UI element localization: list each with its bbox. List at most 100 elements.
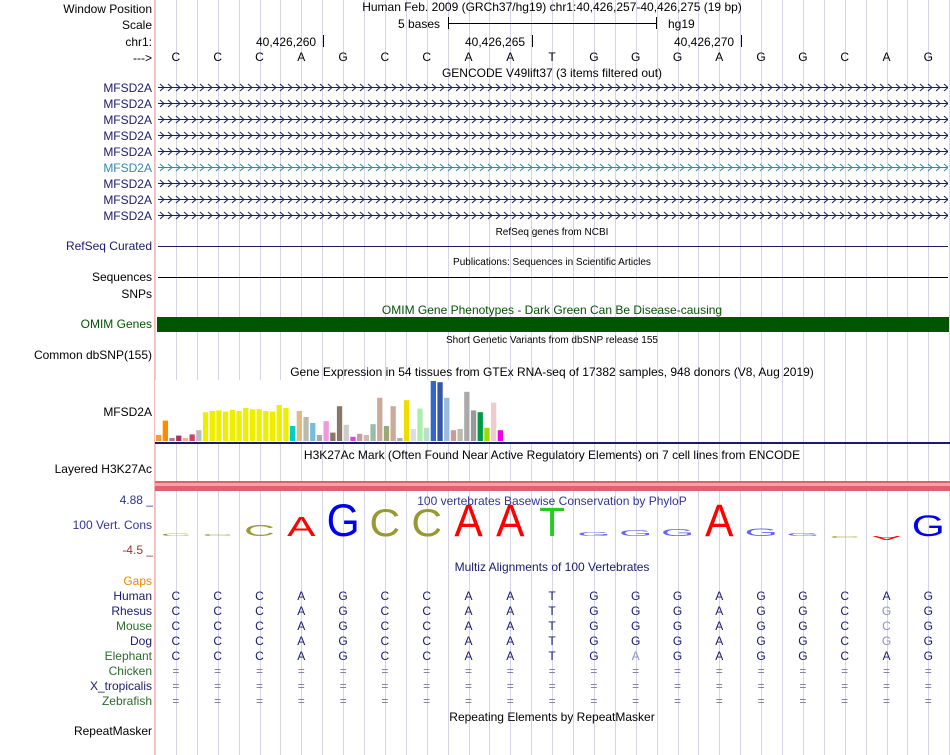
- gtex-tissue-bar[interactable]: [169, 438, 175, 441]
- gencode-item-label[interactable]: MFSD2A: [103, 177, 152, 191]
- h3k27ac-track-label[interactable]: Layered H3K27Ac: [54, 462, 152, 476]
- gencode-item-label[interactable]: MFSD2A: [103, 161, 152, 175]
- gtex-tissue-bar[interactable]: [403, 400, 410, 441]
- gtex-tissue-bar[interactable]: [491, 402, 497, 441]
- h3k27ac-signal-bar[interactable]: [155, 481, 950, 491]
- gtex-track-label[interactable]: MFSD2A: [103, 405, 152, 419]
- gtex-tissue-bar[interactable]: [350, 436, 356, 441]
- refseq-track-line[interactable]: [158, 246, 948, 247]
- dbsnp-track-title[interactable]: Short Genetic Variants from dbSNP releas…: [446, 335, 658, 346]
- gtex-tissue-bar[interactable]: [477, 412, 483, 441]
- gtex-tissue-bar[interactable]: [424, 427, 430, 441]
- gtex-tissue-bar[interactable]: [316, 435, 323, 441]
- multiz-track-title[interactable]: Multiz Alignments of 100 Vertebrates: [454, 560, 650, 574]
- gtex-tissue-bar[interactable]: [243, 408, 249, 441]
- gtex-tissue-bar[interactable]: [236, 411, 242, 441]
- species-label[interactable]: Dog: [129, 634, 152, 648]
- gencode-item-label[interactable]: MFSD2A: [103, 129, 152, 143]
- snps-label[interactable]: SNPs: [121, 287, 152, 301]
- gencode-transcript[interactable]: [158, 115, 948, 124]
- gencode-transcript[interactable]: [158, 163, 948, 172]
- gtex-tissue-bar[interactable]: [296, 411, 302, 441]
- gencode-transcript[interactable]: [158, 99, 948, 108]
- gtex-tissue-bar[interactable]: [249, 409, 256, 441]
- refseq-track-label[interactable]: RefSeq Curated: [65, 239, 152, 253]
- gtex-tissue-bar[interactable]: [189, 434, 195, 441]
- gencode-item-label[interactable]: MFSD2A: [103, 209, 152, 223]
- gtex-tissue-bar[interactable]: [484, 427, 490, 441]
- refseq-track-title[interactable]: RefSeq genes from NCBI: [495, 227, 609, 238]
- gtex-tissue-bar[interactable]: [343, 424, 349, 441]
- species-label[interactable]: Zebrafish: [101, 694, 152, 708]
- gtex-tissue-bar[interactable]: [223, 411, 229, 441]
- gencode-item-label[interactable]: MFSD2A: [103, 81, 152, 95]
- gtex-tissue-bar[interactable]: [464, 391, 470, 441]
- gtex-tissue-bar[interactable]: [410, 429, 416, 441]
- gencode-transcript[interactable]: [158, 211, 948, 220]
- gtex-tissue-bar[interactable]: [283, 408, 289, 441]
- repeatmasker-track-label[interactable]: RepeatMasker: [73, 724, 152, 738]
- gtex-tissue-bar[interactable]: [176, 435, 182, 441]
- gtex-track-title[interactable]: Gene Expression in 54 tissues from GTEx …: [290, 365, 814, 379]
- gtex-tissue-bar[interactable]: [363, 435, 369, 441]
- gtex-tissue-bar[interactable]: [357, 433, 363, 441]
- gtex-tissue-bar[interactable]: [182, 438, 189, 441]
- gtex-tissue-bar[interactable]: [263, 411, 269, 441]
- gencode-transcript[interactable]: [158, 131, 948, 140]
- gtex-tissue-bar[interactable]: [390, 406, 396, 441]
- pubs-track-line[interactable]: [158, 277, 948, 278]
- omim-feature-bar[interactable]: [157, 317, 949, 332]
- species-label[interactable]: Elephant: [104, 649, 152, 663]
- gtex-tissue-bar[interactable]: [470, 410, 477, 441]
- gtex-tissue-bar[interactable]: [370, 424, 376, 441]
- pubs-track-label[interactable]: Sequences: [91, 270, 152, 284]
- species-label[interactable]: Rhesus: [111, 604, 152, 618]
- repeatmasker-track-title[interactable]: Repeating Elements by RepeatMasker: [449, 710, 655, 724]
- gtex-tissue-bar[interactable]: [269, 411, 276, 441]
- gencode-item-label[interactable]: MFSD2A: [103, 145, 152, 159]
- gtex-tissue-bar[interactable]: [336, 406, 343, 441]
- gencode-transcript[interactable]: [158, 195, 948, 204]
- gtex-tissue-bar[interactable]: [330, 432, 336, 441]
- gtex-bar-chart[interactable]: [155, 376, 555, 444]
- gtex-tissue-bar[interactable]: [397, 438, 403, 441]
- gtex-tissue-bar[interactable]: [457, 429, 463, 441]
- gtex-tissue-bar[interactable]: [437, 382, 443, 441]
- omim-track-title[interactable]: OMIM Gene Phenotypes - Dark Green Can Be…: [381, 303, 723, 317]
- gtex-tissue-bar[interactable]: [202, 412, 209, 441]
- gtex-tissue-bar[interactable]: [290, 426, 296, 441]
- species-label[interactable]: X_tropicalis: [89, 679, 152, 693]
- gtex-tissue-bar[interactable]: [323, 421, 329, 441]
- gencode-track-title[interactable]: GENCODE V49lift37 (3 items filtered out): [441, 66, 663, 80]
- gtex-tissue-bar[interactable]: [444, 397, 450, 441]
- gtex-tissue-bar[interactable]: [162, 420, 168, 441]
- gtex-tissue-bar[interactable]: [256, 409, 262, 441]
- gtex-tissue-bar[interactable]: [450, 430, 457, 441]
- species-label[interactable]: Human: [113, 589, 152, 603]
- h3k27ac-track-title[interactable]: H3K27Ac Mark (Often Found Near Active Re…: [303, 448, 801, 462]
- gtex-tissue-bar[interactable]: [310, 423, 316, 441]
- cons-track-title[interactable]: 100 vertebrates Basewise Conservation by…: [417, 494, 687, 508]
- gtex-tissue-bar[interactable]: [196, 430, 202, 441]
- gtex-tissue-bar[interactable]: [303, 417, 309, 441]
- gencode-transcript[interactable]: [158, 147, 948, 156]
- gtex-tissue-bar[interactable]: [216, 410, 222, 441]
- gencode-item-label[interactable]: MFSD2A: [103, 97, 152, 111]
- species-label[interactable]: Mouse: [115, 619, 152, 633]
- cons-track-label[interactable]: 100 Vert. Cons: [72, 518, 152, 532]
- gtex-tissue-bar[interactable]: [209, 411, 215, 441]
- gtex-tissue-bar[interactable]: [276, 405, 282, 441]
- species-label[interactable]: Chicken: [108, 664, 152, 678]
- gtex-tissue-bar[interactable]: [417, 408, 423, 441]
- gtex-tissue-bar[interactable]: [430, 381, 436, 441]
- gtex-tissue-bar[interactable]: [156, 435, 162, 441]
- dbsnp-track-label[interactable]: Common dbSNP(155): [33, 348, 152, 362]
- gtex-tissue-bar[interactable]: [383, 426, 390, 441]
- omim-track-label[interactable]: OMIM Genes: [80, 317, 152, 331]
- gencode-transcript[interactable]: [158, 179, 948, 188]
- gtex-tissue-bar[interactable]: [497, 430, 503, 441]
- gtex-tissue-bar[interactable]: [377, 397, 383, 441]
- gencode-transcript[interactable]: [158, 83, 948, 92]
- gencode-item-label[interactable]: MFSD2A: [103, 113, 152, 127]
